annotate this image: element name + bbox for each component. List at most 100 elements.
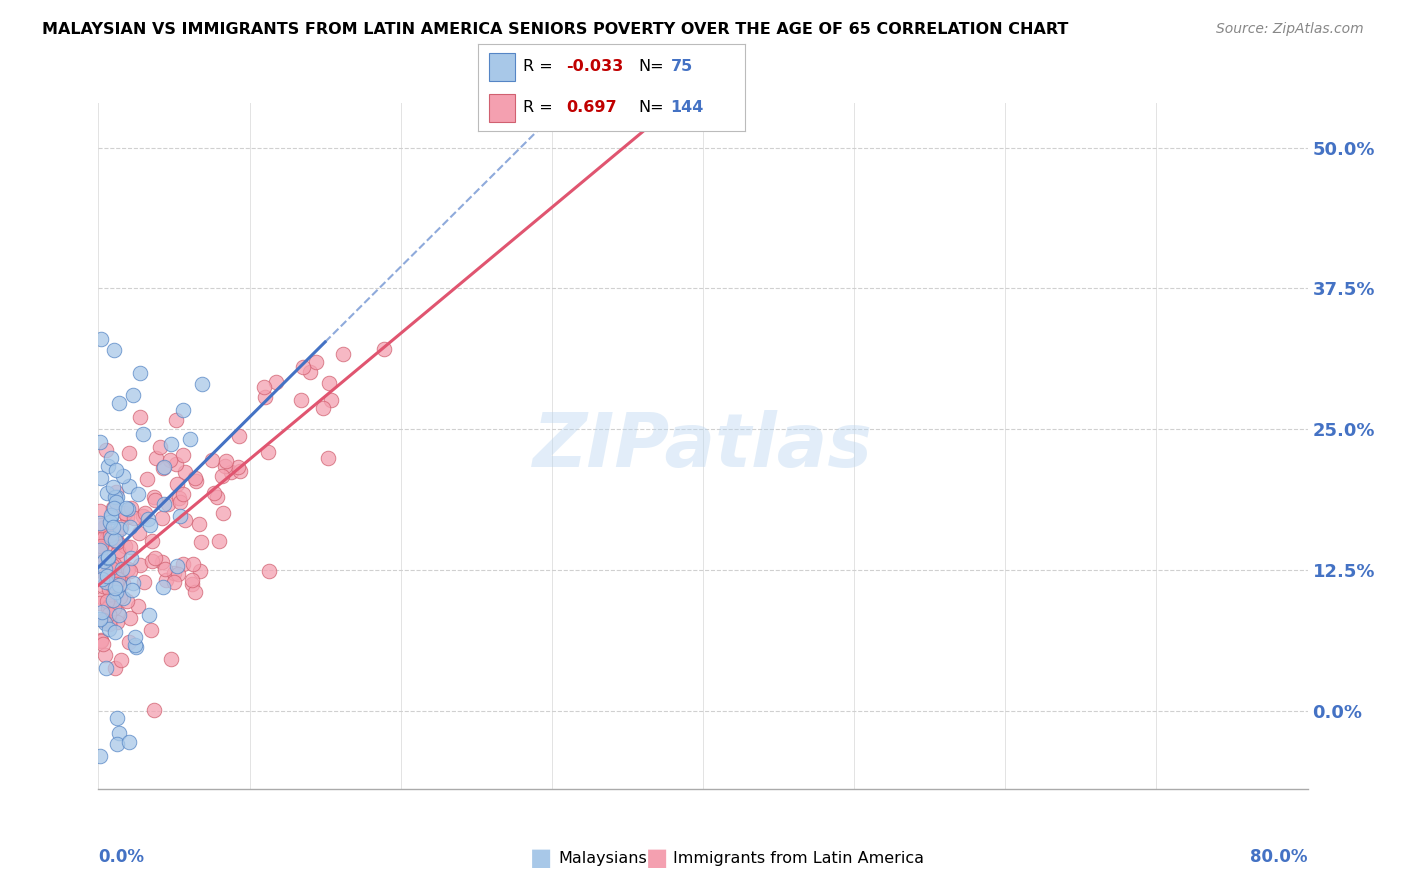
- Point: [141, 624, 163, 638]
- Point: [122, 388, 145, 402]
- Point: [101, 572, 124, 586]
- Point: [290, 392, 312, 407]
- Text: 0.697: 0.697: [567, 100, 617, 114]
- Point: [127, 487, 149, 501]
- Point: [104, 661, 127, 675]
- Point: [94, 568, 117, 582]
- Point: [91, 532, 114, 546]
- Point: [96, 485, 118, 500]
- Point: [94, 562, 117, 576]
- Point: [188, 564, 211, 578]
- Point: [181, 573, 204, 587]
- Point: [150, 511, 173, 525]
- Point: [180, 577, 202, 591]
- Point: [98, 615, 121, 629]
- Point: [157, 497, 180, 511]
- Point: [169, 491, 191, 505]
- Point: [169, 509, 191, 524]
- Point: [107, 549, 129, 564]
- Point: [205, 490, 228, 504]
- Point: [97, 617, 120, 632]
- Point: [152, 460, 174, 475]
- Point: [97, 550, 120, 565]
- Point: [141, 554, 163, 568]
- Point: [104, 577, 127, 591]
- Point: [172, 448, 194, 462]
- Point: [191, 377, 214, 392]
- Point: [104, 533, 127, 548]
- Point: [90, 633, 112, 648]
- Point: [312, 401, 335, 415]
- Point: [100, 578, 122, 592]
- Point: [90, 517, 112, 532]
- Point: [93, 613, 115, 627]
- Text: Source: ZipAtlas.com: Source: ZipAtlas.com: [1216, 22, 1364, 37]
- Point: [172, 486, 194, 500]
- Point: [114, 539, 136, 553]
- Point: [163, 566, 186, 580]
- Point: [105, 711, 128, 725]
- Point: [208, 534, 231, 549]
- Text: -0.033: -0.033: [567, 60, 623, 74]
- Point: [228, 460, 250, 475]
- Point: [107, 544, 129, 558]
- Point: [172, 557, 194, 571]
- Point: [152, 580, 174, 594]
- Point: [90, 471, 112, 485]
- Point: [214, 454, 236, 468]
- Point: [105, 585, 128, 599]
- Point: [159, 452, 181, 467]
- Point: [253, 380, 276, 394]
- Point: [94, 442, 117, 457]
- Point: [107, 608, 129, 623]
- Point: [165, 413, 187, 427]
- Point: [91, 591, 114, 606]
- Point: [90, 332, 112, 346]
- Point: [89, 612, 111, 626]
- Point: [103, 343, 125, 358]
- Point: [184, 474, 207, 488]
- Text: 80.0%: 80.0%: [1250, 847, 1308, 866]
- Point: [264, 375, 287, 389]
- Point: [104, 490, 127, 504]
- Point: [103, 601, 125, 615]
- Point: [103, 500, 125, 515]
- Point: [169, 495, 191, 509]
- Point: [89, 543, 111, 558]
- Point: [91, 637, 114, 651]
- Point: [89, 503, 111, 517]
- Point: [124, 638, 146, 652]
- Point: [93, 613, 115, 627]
- Point: [101, 500, 124, 515]
- Point: [91, 605, 114, 619]
- Point: [155, 573, 177, 587]
- Point: [107, 586, 129, 600]
- Point: [104, 565, 127, 579]
- Point: [100, 509, 122, 524]
- Point: [89, 435, 111, 450]
- Point: [110, 562, 132, 576]
- Text: N=: N=: [638, 100, 664, 114]
- Point: [98, 528, 121, 542]
- Point: [174, 513, 197, 527]
- Point: [211, 468, 233, 483]
- Point: [128, 525, 150, 540]
- Point: [153, 497, 176, 511]
- Point: [105, 738, 128, 752]
- Point: [214, 458, 236, 473]
- Point: [93, 529, 115, 543]
- Point: [104, 581, 127, 595]
- Point: [111, 576, 134, 591]
- Point: [319, 393, 342, 408]
- Point: [98, 607, 121, 621]
- Point: [179, 432, 201, 446]
- Point: [114, 501, 136, 516]
- Point: [117, 445, 139, 459]
- Point: [117, 479, 139, 493]
- Point: [143, 551, 166, 566]
- Point: [253, 390, 276, 404]
- Point: [117, 562, 139, 576]
- Point: [228, 429, 250, 443]
- Text: 75: 75: [671, 60, 693, 74]
- Point: [145, 451, 167, 466]
